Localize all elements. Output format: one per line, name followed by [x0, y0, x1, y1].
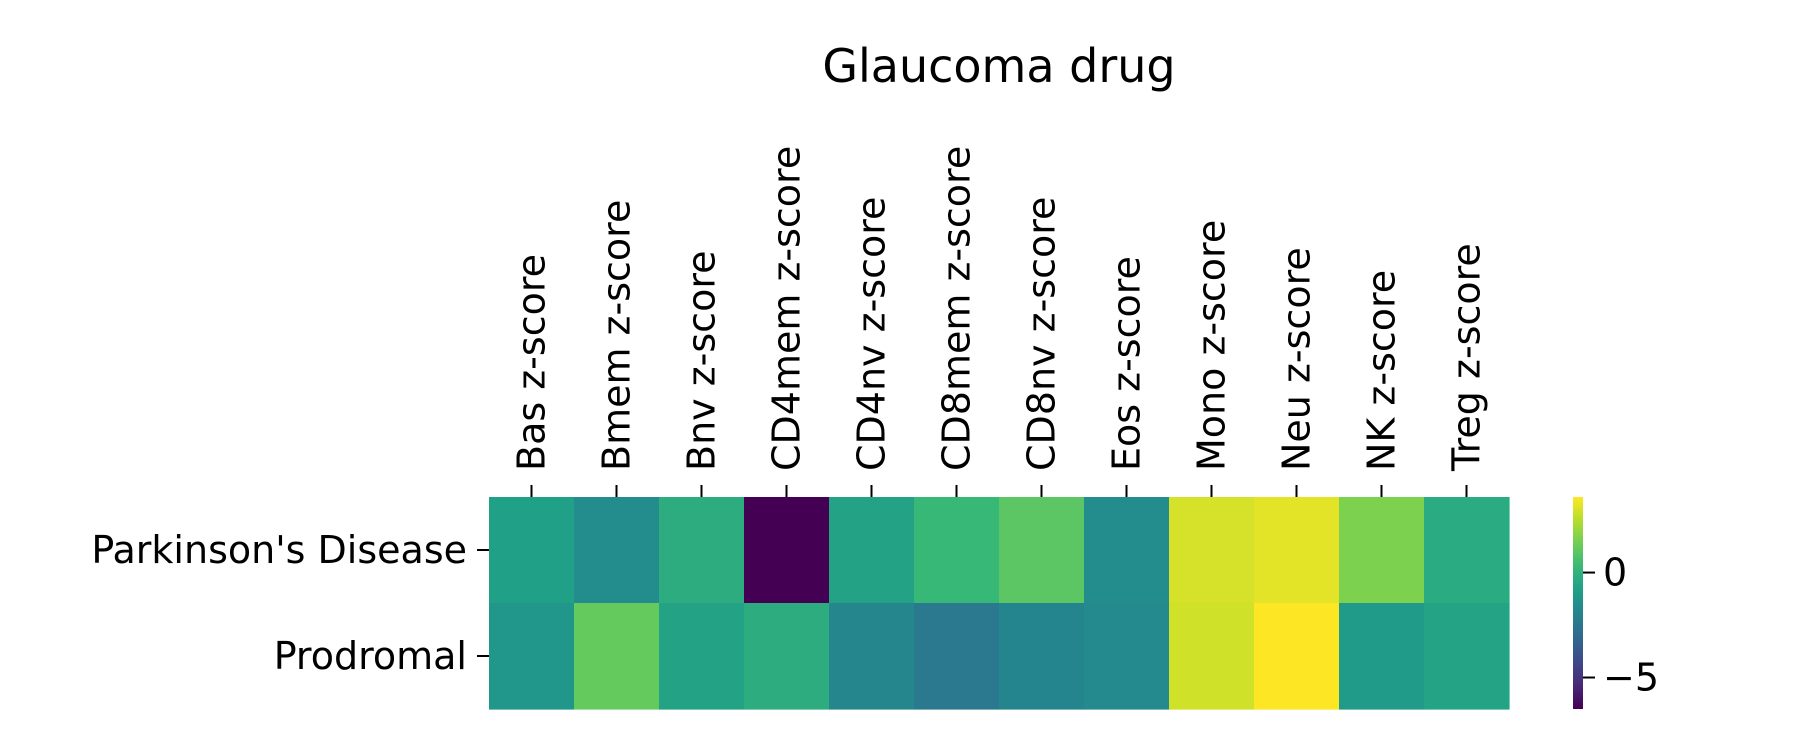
heatmap-cell-parkinson-s-disease-treg-z-score — [1424, 497, 1510, 604]
heatmap-cell-prodromal-bnv-z-score — [659, 603, 745, 710]
heatmap-cell-prodromal-nk-z-score — [1339, 603, 1425, 710]
colorbar-ticks: 0 −5 — [1583, 551, 1659, 700]
x-tick-label-bnv-z-score: Bnv z-score — [680, 251, 724, 472]
x-tick-label-cd4nv-z-score: CD4nv z-score — [850, 197, 894, 471]
heatmap-cell-parkinson-s-disease-eos-z-score — [1084, 497, 1170, 604]
heatmap-cell-parkinson-s-disease-cd4mem-z-score — [744, 497, 830, 604]
chart-title: Glaucoma drug — [822, 39, 1175, 93]
heatmap-cell-parkinson-s-disease-cd4nv-z-score — [829, 497, 915, 604]
heatmap-cell-prodromal-cd8nv-z-score — [999, 603, 1085, 710]
heatmap-cell-prodromal-cd8mem-z-score — [914, 603, 1000, 710]
y-axis-ticks: Parkinson's Disease Prodromal — [91, 528, 489, 678]
heatmap-cell-parkinson-s-disease-bnv-z-score — [659, 497, 745, 604]
heatmap-cell-parkinson-s-disease-mono-z-score — [1169, 497, 1255, 604]
x-tick-label-eos-z-score: Eos z-score — [1105, 256, 1149, 471]
heatmap-cell-prodromal-treg-z-score — [1424, 603, 1510, 710]
heatmap-cell-parkinson-s-disease-cd8nv-z-score — [999, 497, 1085, 604]
x-tick-label-treg-z-score: Treg z-score — [1445, 243, 1489, 472]
x-tick-label-cd4mem-z-score: CD4mem z-score — [765, 146, 809, 471]
heatmap-cell-prodromal-bas-z-score — [489, 603, 575, 710]
x-tick-label-nk-z-score: NK z-score — [1360, 270, 1404, 471]
x-axis-ticks: Bas z-score Bmem z-score Bnv z-score CD4mem… — [510, 146, 1489, 497]
x-tick-label-cd8mem-z-score: CD8mem z-score — [935, 146, 979, 471]
heatmap-cells — [489, 497, 1510, 710]
heatmap-cell-prodromal-mono-z-score — [1169, 603, 1255, 710]
x-tick-label-bmem-z-score: Bmem z-score — [595, 200, 639, 471]
y-tick-label-prodromal: Prodromal — [274, 634, 467, 678]
colorbar-tick-label: 0 — [1603, 551, 1627, 595]
heatmap-cell-prodromal-neu-z-score — [1254, 603, 1340, 710]
heatmap-cell-parkinson-s-disease-nk-z-score — [1339, 497, 1425, 604]
y-tick-label-parkinson-s-disease: Parkinson's Disease — [91, 528, 467, 572]
heatmap-cell-parkinson-s-disease-cd8mem-z-score — [914, 497, 1000, 604]
heatmap-cell-prodromal-eos-z-score — [1084, 603, 1170, 710]
heatmap-cell-prodromal-cd4nv-z-score — [829, 603, 915, 710]
heatmap-cell-parkinson-s-disease-neu-z-score — [1254, 497, 1340, 604]
x-tick-label-mono-z-score: Mono z-score — [1190, 220, 1234, 471]
x-tick-label-cd8nv-z-score: CD8nv z-score — [1020, 197, 1064, 471]
x-tick-label-bas-z-score: Bas z-score — [510, 254, 554, 471]
x-tick-label-neu-z-score: Neu z-score — [1275, 247, 1319, 471]
heatmap-cell-parkinson-s-disease-bas-z-score — [489, 497, 575, 604]
colorbar — [1573, 497, 1583, 709]
heatmap-cell-prodromal-bmem-z-score — [574, 603, 660, 710]
heatmap-cell-parkinson-s-disease-bmem-z-score — [574, 497, 660, 604]
heatmap-cell-prodromal-cd4mem-z-score — [744, 603, 830, 710]
colorbar-tick-label: −5 — [1603, 656, 1659, 700]
